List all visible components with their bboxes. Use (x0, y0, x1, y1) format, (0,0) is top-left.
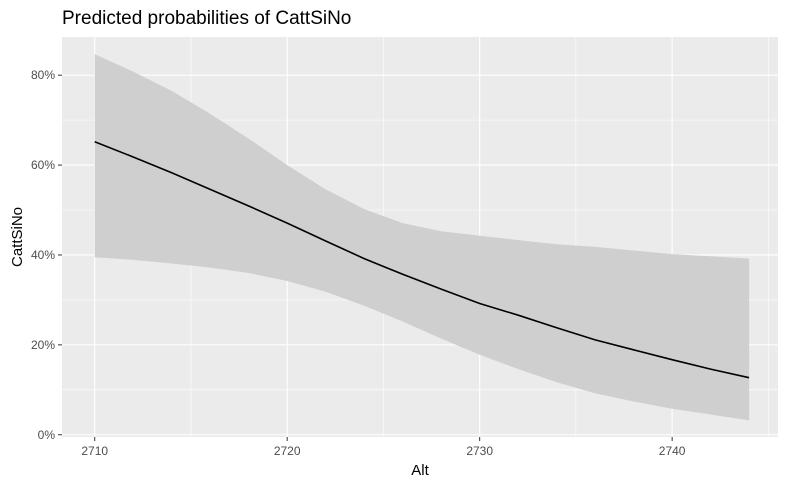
chart-title: Predicted probabilities of CattSiNo (62, 8, 351, 29)
y-tick-label: 0% (38, 428, 56, 442)
y-tick-label: 20% (31, 338, 55, 352)
x-tick-label: 2710 (81, 444, 108, 458)
x-tick-label: 2730 (466, 444, 493, 458)
predicted-line (94, 140, 750, 379)
y-axis-title: CattSiNo (9, 207, 26, 267)
y-tick-label: 80% (31, 68, 55, 82)
x-axis-title: Alt (411, 462, 429, 479)
y-tick-label: 60% (31, 158, 55, 172)
confidence-ribbon (94, 54, 750, 421)
y-tick-label: 40% (31, 248, 55, 262)
y-axis-ticks: 0% 20% 40% 60% 80% (31, 68, 62, 442)
x-tick-label: 2740 (659, 444, 686, 458)
x-tick-label: 2720 (274, 444, 301, 458)
x-axis-ticks: 2710 2720 2730 2740 (81, 437, 686, 458)
